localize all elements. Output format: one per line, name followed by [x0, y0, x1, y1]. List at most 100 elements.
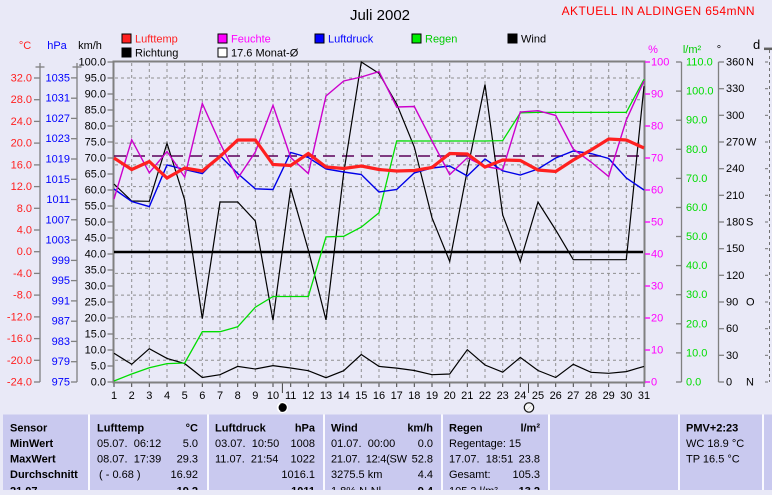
- svg-text:13.2: 13.2: [519, 486, 540, 491]
- svg-text:Wind: Wind: [331, 423, 358, 435]
- svg-text:60: 60: [651, 185, 663, 197]
- svg-text:23.8: 23.8: [519, 454, 540, 466]
- svg-text:210: 210: [726, 190, 744, 202]
- svg-text:1022: 1022: [291, 454, 315, 466]
- svg-text:150: 150: [726, 243, 744, 255]
- svg-text:-24.0: -24.0: [7, 377, 32, 389]
- svg-text:30.0: 30.0: [686, 289, 707, 301]
- svg-text:21: 21: [461, 390, 473, 402]
- svg-text:10: 10: [651, 345, 663, 357]
- svg-text:999: 999: [52, 255, 70, 267]
- svg-text:50.0: 50.0: [686, 231, 707, 243]
- svg-text:45.0: 45.0: [85, 233, 106, 245]
- svg-text:Luftdruck: Luftdruck: [328, 34, 374, 46]
- svg-text:N: N: [746, 377, 754, 389]
- svg-text:25.0: 25.0: [85, 297, 106, 309]
- svg-text:30: 30: [726, 350, 738, 362]
- svg-text:28: 28: [585, 390, 597, 402]
- svg-text:55.0: 55.0: [85, 201, 106, 213]
- svg-text:Feuchte: Feuchte: [231, 34, 271, 46]
- svg-text:03.07. 10:50: 03.07. 10:50: [215, 438, 279, 450]
- svg-text:05.07. 06:12: 05.07. 06:12: [97, 438, 161, 450]
- svg-text:MaxWert: MaxWert: [10, 454, 56, 466]
- svg-text:15.0: 15.0: [85, 329, 106, 341]
- svg-text:17: 17: [391, 390, 403, 402]
- svg-text:983: 983: [52, 336, 70, 348]
- svg-text:AKTUELL IN ALDINGEN 654mNN: AKTUELL IN ALDINGEN 654mNN: [562, 4, 755, 18]
- svg-text:30: 30: [620, 390, 632, 402]
- svg-text:11.07. 21:54: 11.07. 21:54: [215, 454, 278, 466]
- svg-text:8: 8: [235, 390, 241, 402]
- svg-text:19: 19: [426, 390, 438, 402]
- svg-text:24.0: 24.0: [11, 116, 32, 128]
- svg-text:19.2: 19.2: [177, 486, 198, 491]
- svg-text:70: 70: [651, 153, 663, 165]
- svg-text:7: 7: [217, 390, 223, 402]
- svg-text:50.0: 50.0: [85, 217, 106, 229]
- svg-text:90.0: 90.0: [686, 115, 707, 127]
- svg-text:1.8% N-Nl: 1.8% N-Nl: [331, 486, 381, 491]
- svg-text:-12.0: -12.0: [7, 311, 32, 323]
- svg-text:65.0: 65.0: [85, 169, 106, 181]
- svg-text:10.0: 10.0: [85, 345, 106, 357]
- svg-text:1035: 1035: [46, 72, 70, 84]
- svg-text:13: 13: [320, 390, 332, 402]
- svg-text:975: 975: [52, 377, 70, 389]
- svg-text:01.07. 00:00: 01.07. 00:00: [331, 438, 395, 450]
- svg-text:9.4: 9.4: [418, 486, 434, 491]
- svg-text:2: 2: [129, 390, 135, 402]
- svg-text:14: 14: [338, 390, 350, 402]
- svg-text:21.07: 21.07: [10, 486, 38, 491]
- svg-text:1007: 1007: [46, 214, 70, 226]
- svg-text:Regen: Regen: [425, 34, 457, 46]
- svg-text:1011: 1011: [46, 194, 70, 206]
- svg-text:W: W: [746, 137, 757, 149]
- svg-text:12: 12: [302, 390, 314, 402]
- svg-text:17.07. 18:51: 17.07. 18:51: [449, 454, 513, 466]
- svg-text:Juli 2002: Juli 2002: [350, 7, 410, 24]
- svg-text:1016.1: 1016.1: [281, 469, 315, 481]
- svg-text:20: 20: [651, 313, 663, 325]
- svg-text:0.0: 0.0: [17, 246, 32, 258]
- svg-text:-8.0: -8.0: [13, 290, 32, 302]
- svg-text:1031: 1031: [46, 93, 70, 105]
- svg-text:5: 5: [182, 390, 188, 402]
- svg-text:29: 29: [603, 390, 615, 402]
- svg-text:95.0: 95.0: [85, 73, 106, 85]
- svg-text:28.0: 28.0: [11, 94, 32, 106]
- svg-text:90.0: 90.0: [85, 89, 106, 101]
- svg-text:20.0: 20.0: [686, 318, 707, 330]
- svg-text:Luftdruck: Luftdruck: [215, 423, 267, 435]
- svg-text:16.92: 16.92: [170, 469, 198, 481]
- svg-text:1008: 1008: [291, 438, 315, 450]
- svg-text:100.0: 100.0: [686, 86, 714, 98]
- svg-text:991: 991: [52, 295, 70, 307]
- svg-text:330: 330: [726, 83, 744, 95]
- svg-text:Regen: Regen: [449, 423, 483, 435]
- svg-text:-20.0: -20.0: [7, 355, 32, 367]
- svg-text:1003: 1003: [46, 235, 70, 247]
- svg-text:80: 80: [651, 121, 663, 133]
- svg-text:25: 25: [532, 390, 544, 402]
- svg-text:11: 11: [285, 390, 296, 402]
- svg-text:( - 0.68 ): ( - 0.68 ): [99, 469, 141, 481]
- svg-text:16.0: 16.0: [11, 159, 32, 171]
- svg-text:Durchschnitt: Durchschnitt: [10, 469, 78, 481]
- svg-text:%: %: [648, 44, 658, 56]
- svg-text:4: 4: [164, 390, 170, 402]
- svg-text:80.0: 80.0: [85, 121, 106, 133]
- svg-text:70.0: 70.0: [686, 173, 707, 185]
- svg-text:km/h: km/h: [407, 423, 433, 435]
- svg-text:85.0: 85.0: [85, 105, 106, 117]
- svg-text:180: 180: [726, 217, 744, 229]
- svg-text:15: 15: [355, 390, 367, 402]
- svg-text:12.0: 12.0: [11, 181, 32, 193]
- svg-text:40.0: 40.0: [85, 249, 106, 261]
- svg-text:Richtung: Richtung: [135, 48, 178, 60]
- svg-text:29.3: 29.3: [177, 454, 198, 466]
- svg-text:16: 16: [373, 390, 385, 402]
- svg-text:8.0: 8.0: [17, 203, 32, 215]
- svg-text:52.8: 52.8: [412, 454, 433, 466]
- svg-text:3275.5 km: 3275.5 km: [331, 469, 382, 481]
- svg-text:Lufttemp: Lufttemp: [135, 34, 178, 46]
